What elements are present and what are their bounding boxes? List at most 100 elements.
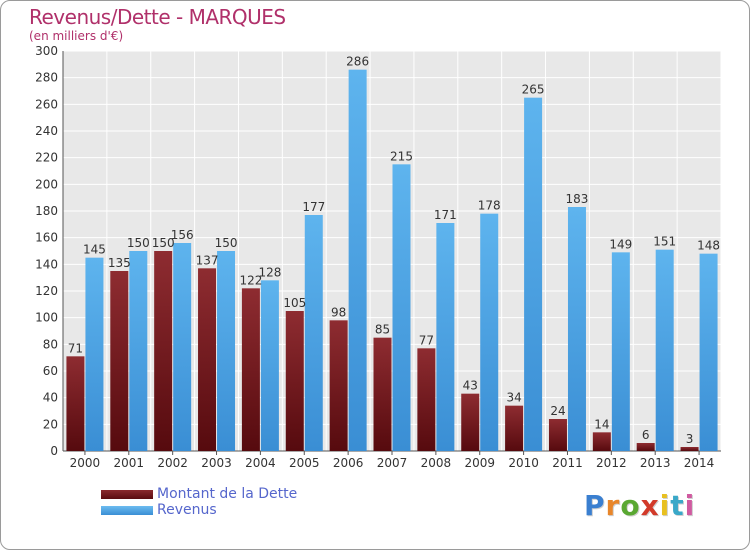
data-label: 145 xyxy=(83,243,106,257)
data-label: 34 xyxy=(506,391,521,405)
bar-revenus xyxy=(611,252,630,451)
bar-revenus xyxy=(524,97,543,452)
bar-dette xyxy=(154,251,173,451)
bar-revenus xyxy=(173,243,192,451)
logo-letter: P xyxy=(584,489,606,522)
bar-revenus xyxy=(699,253,718,451)
y-tick-label: 20 xyxy=(43,417,58,431)
logo-letter: i xyxy=(684,489,696,522)
y-tick-label: 40 xyxy=(43,391,58,405)
bar-dette xyxy=(198,268,217,451)
data-label: 128 xyxy=(258,265,281,279)
legend-label-dette: Montant de la Dette xyxy=(157,486,298,502)
bar-dette xyxy=(680,447,699,451)
data-label: 43 xyxy=(463,379,478,393)
x-tick-label: 2010 xyxy=(508,456,539,470)
logo-letter: x xyxy=(640,489,660,522)
data-label: 148 xyxy=(697,239,720,253)
bar-dette xyxy=(636,443,655,451)
x-tick-label: 2009 xyxy=(464,456,495,470)
data-label: 178 xyxy=(478,199,501,213)
data-label: 3 xyxy=(686,432,694,446)
bars xyxy=(66,69,718,452)
y-tick-label: 200 xyxy=(35,177,58,191)
x-tick-label: 2012 xyxy=(596,456,627,470)
bar-revenus xyxy=(129,251,148,451)
data-label: 137 xyxy=(196,253,219,267)
bar-revenus xyxy=(217,251,236,451)
x-tick-label: 2005 xyxy=(289,456,320,470)
y-tick-label: 240 xyxy=(35,124,58,138)
logo-letter: r xyxy=(605,489,621,522)
data-label: 6 xyxy=(642,428,650,442)
data-label: 71 xyxy=(68,341,83,355)
x-tick-label: 2003 xyxy=(201,456,232,470)
bar-dette xyxy=(461,393,480,451)
bar-revenus xyxy=(567,207,586,451)
y-tick-label: 260 xyxy=(35,97,58,111)
legend-swatch-dette xyxy=(101,490,153,499)
y-tick-label: 180 xyxy=(35,204,58,218)
legend-label-revenus: Revenus xyxy=(157,502,217,518)
x-tick-label: 2006 xyxy=(333,456,364,470)
data-label: 156 xyxy=(171,228,194,242)
chart-title: Revenus/Dette - MARQUES xyxy=(29,5,286,29)
logo-letter: o xyxy=(620,489,641,522)
x-tick-label: 2011 xyxy=(552,456,583,470)
data-label: 265 xyxy=(522,83,545,97)
x-tick-label: 2004 xyxy=(245,456,276,470)
bar-dette xyxy=(505,405,524,451)
data-label: 286 xyxy=(346,55,369,69)
bar-dette xyxy=(285,311,304,451)
data-label: 24 xyxy=(550,404,565,418)
x-tick-label: 2014 xyxy=(684,456,715,470)
bar-revenus xyxy=(655,249,674,451)
bar-dette xyxy=(241,288,260,451)
bar-revenus xyxy=(392,164,411,452)
bar-dette xyxy=(329,320,348,451)
data-label: 135 xyxy=(108,256,131,270)
data-label: 215 xyxy=(390,149,413,163)
data-label: 98 xyxy=(331,305,346,319)
bar-revenus xyxy=(260,280,279,451)
y-tick-label: 0 xyxy=(50,444,58,458)
data-label: 149 xyxy=(609,237,632,251)
data-label: 122 xyxy=(239,273,262,287)
y-tick-label: 80 xyxy=(43,337,58,351)
legend-swatch-revenus xyxy=(101,506,153,515)
logo-letter: t xyxy=(670,489,685,522)
x-tick-label: 2002 xyxy=(157,456,188,470)
y-tick-label: 160 xyxy=(35,231,58,245)
grid xyxy=(62,50,722,452)
data-label: 150 xyxy=(152,236,175,250)
x-tick-label: 2008 xyxy=(421,456,452,470)
data-label: 150 xyxy=(215,236,238,250)
y-tick-label: 140 xyxy=(35,257,58,271)
x-tick-label: 2000 xyxy=(70,456,101,470)
bar-dette xyxy=(417,348,436,451)
plot-area xyxy=(63,51,721,451)
data-label: 14 xyxy=(594,417,609,431)
bar-revenus xyxy=(348,69,367,452)
x-tick-label: 2013 xyxy=(640,456,671,470)
y-tick-label: 280 xyxy=(35,71,58,85)
chart-subtitle: (en milliers d'€) xyxy=(29,29,124,43)
bar-revenus xyxy=(480,213,499,451)
bar-revenus xyxy=(304,215,323,451)
bar-revenus xyxy=(85,257,104,451)
bar-dette xyxy=(548,419,567,451)
data-label: 183 xyxy=(566,192,589,206)
bar-revenus xyxy=(436,223,455,451)
data-label: 105 xyxy=(283,296,306,310)
y-tick-label: 220 xyxy=(35,151,58,165)
data-label: 177 xyxy=(302,200,325,214)
proxiti-logo: Proxiti xyxy=(584,489,695,522)
x-tick-label: 2007 xyxy=(377,456,408,470)
axes: 0 20 40 60 80 100 120 140 160 180 200 220 240 260 280 3… xyxy=(35,44,721,470)
y-tick-label: 120 xyxy=(35,284,58,298)
data-label: 77 xyxy=(419,333,434,347)
x-tick-label: 2001 xyxy=(114,456,145,470)
